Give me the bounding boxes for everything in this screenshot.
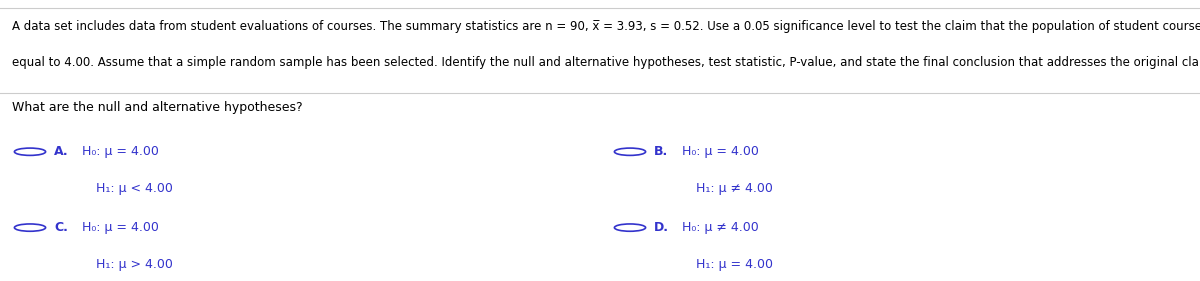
Text: C.: C. (54, 221, 68, 234)
Text: equal to 4.00. Assume that a simple random sample has been selected. Identify th: equal to 4.00. Assume that a simple rand… (12, 56, 1200, 69)
Text: H₁: μ ≠ 4.00: H₁: μ ≠ 4.00 (696, 182, 773, 195)
Text: What are the null and alternative hypotheses?: What are the null and alternative hypoth… (12, 101, 302, 114)
Text: H₀: μ = 4.00: H₀: μ = 4.00 (682, 145, 758, 158)
Text: A data set includes data from student evaluations of courses. The summary statis: A data set includes data from student ev… (12, 20, 1200, 33)
Text: H₀: μ = 4.00: H₀: μ = 4.00 (82, 221, 158, 234)
Text: H₁: μ = 4.00: H₁: μ = 4.00 (696, 258, 773, 271)
Text: B.: B. (654, 145, 668, 158)
Text: H₀: μ = 4.00: H₀: μ = 4.00 (82, 145, 158, 158)
Text: D.: D. (654, 221, 670, 234)
Text: H₀: μ ≠ 4.00: H₀: μ ≠ 4.00 (682, 221, 758, 234)
Text: H₁: μ < 4.00: H₁: μ < 4.00 (96, 182, 173, 195)
Text: H₁: μ > 4.00: H₁: μ > 4.00 (96, 258, 173, 271)
Text: A.: A. (54, 145, 68, 158)
